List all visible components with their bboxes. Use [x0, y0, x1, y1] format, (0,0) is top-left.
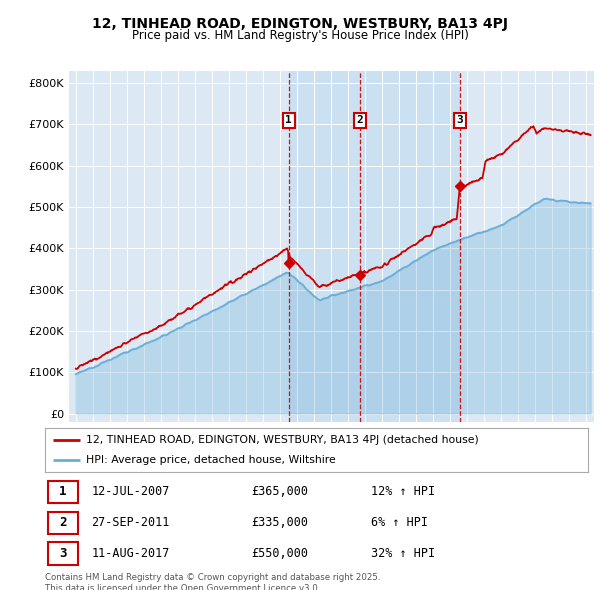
Bar [289, 71, 360, 422]
Text: HPI: Average price, detached house, Wiltshire: HPI: Average price, detached house, Wilt… [86, 455, 335, 465]
Text: 1: 1 [59, 486, 67, 499]
Bar [360, 71, 460, 422]
FancyBboxPatch shape [48, 512, 77, 534]
Text: 32% ↑ HPI: 32% ↑ HPI [371, 547, 435, 560]
Text: 3: 3 [457, 116, 463, 125]
Text: 2: 2 [357, 116, 364, 125]
Text: 12, TINHEAD ROAD, EDINGTON, WESTBURY, BA13 4PJ: 12, TINHEAD ROAD, EDINGTON, WESTBURY, BA… [92, 17, 508, 31]
Text: 6% ↑ HPI: 6% ↑ HPI [371, 516, 428, 529]
Text: £335,000: £335,000 [251, 516, 308, 529]
Text: 12, TINHEAD ROAD, EDINGTON, WESTBURY, BA13 4PJ (detached house): 12, TINHEAD ROAD, EDINGTON, WESTBURY, BA… [86, 435, 478, 445]
Text: 11-AUG-2017: 11-AUG-2017 [91, 547, 170, 560]
FancyBboxPatch shape [48, 481, 77, 503]
Text: 12% ↑ HPI: 12% ↑ HPI [371, 486, 435, 499]
Text: 2: 2 [59, 516, 67, 529]
FancyBboxPatch shape [48, 542, 77, 565]
Text: Contains HM Land Registry data © Crown copyright and database right 2025.
This d: Contains HM Land Registry data © Crown c… [45, 573, 380, 590]
Text: 12-JUL-2007: 12-JUL-2007 [91, 486, 170, 499]
Text: 27-SEP-2011: 27-SEP-2011 [91, 516, 170, 529]
Text: £550,000: £550,000 [251, 547, 308, 560]
Text: 1: 1 [286, 116, 292, 125]
Text: 3: 3 [59, 547, 67, 560]
Text: Price paid vs. HM Land Registry's House Price Index (HPI): Price paid vs. HM Land Registry's House … [131, 30, 469, 42]
Text: £365,000: £365,000 [251, 486, 308, 499]
